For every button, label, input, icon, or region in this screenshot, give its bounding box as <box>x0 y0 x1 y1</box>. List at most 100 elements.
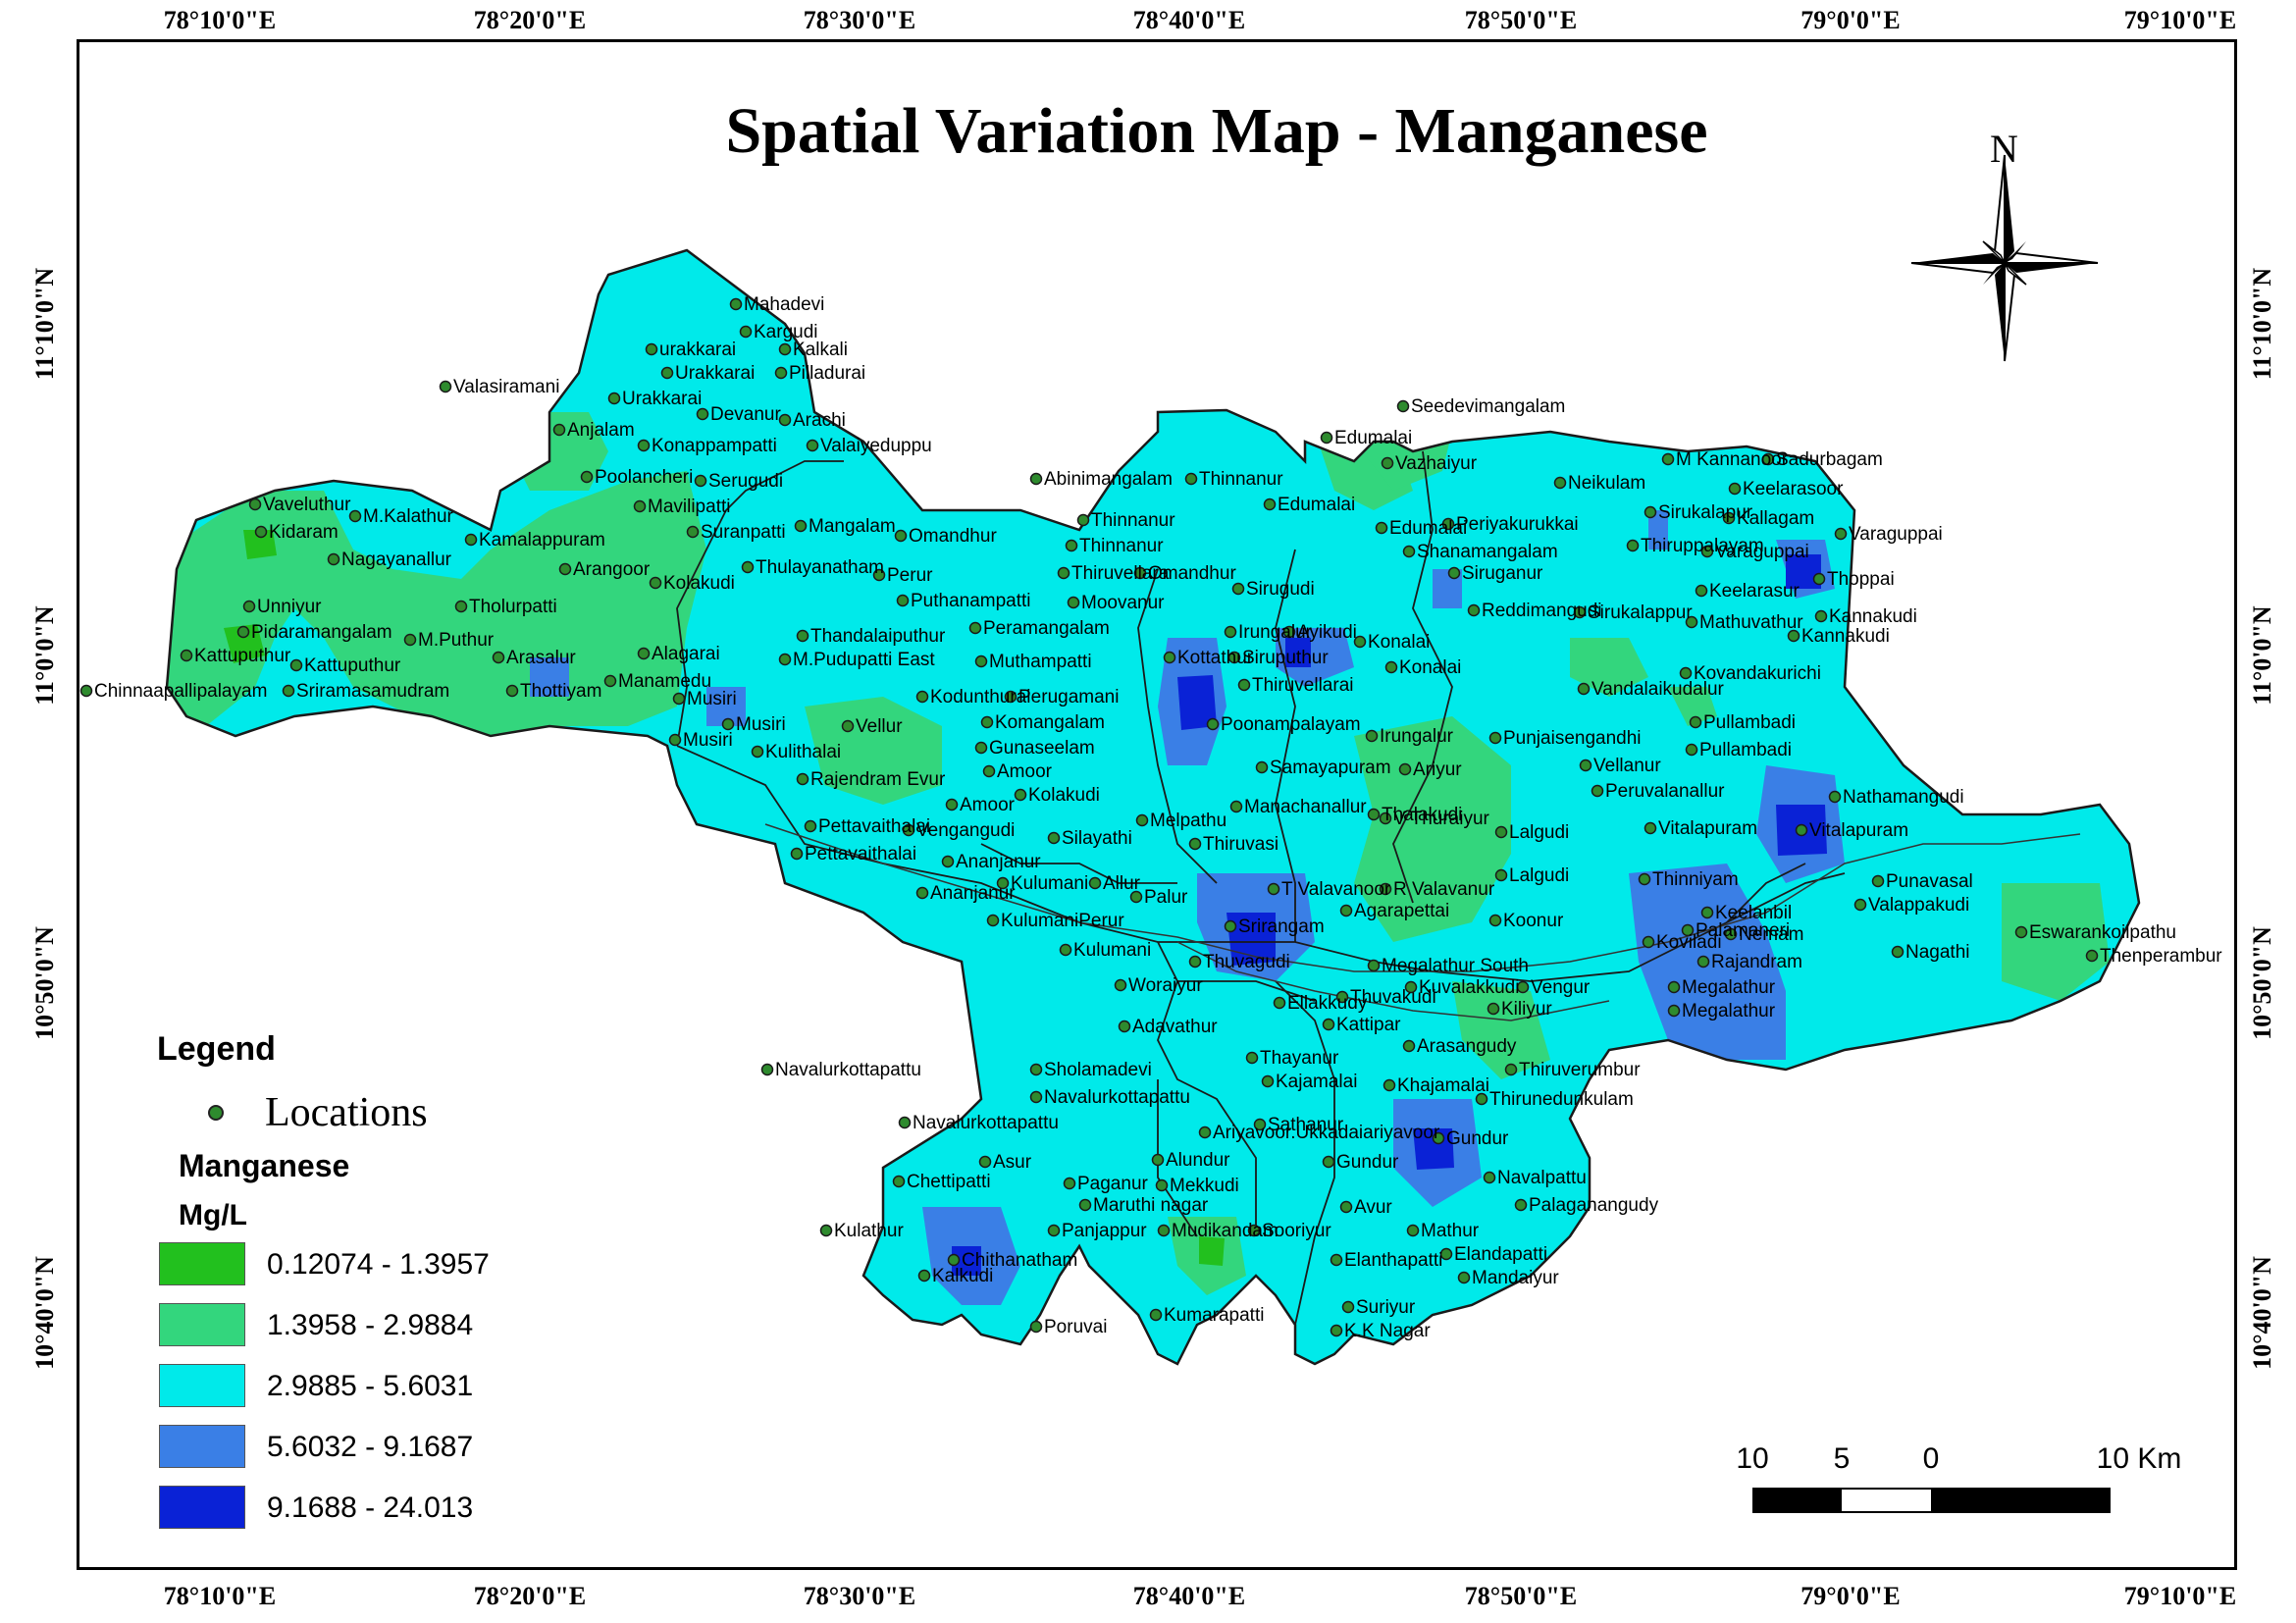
map-title: Spatial Variation Map - Manganese <box>725 95 1708 167</box>
place-label: Lalgudi <box>1509 865 1569 886</box>
lon-label-top: 78°10'0"E <box>163 6 277 34</box>
location-point <box>1695 584 1708 598</box>
lon-label-bottom: 79°0'0"E <box>1800 1582 1901 1610</box>
place-label: Pullambadi <box>1699 740 1792 760</box>
scale-label: 0 <box>1922 1442 1940 1475</box>
place-label: Suriyur <box>1356 1297 1416 1318</box>
place-label: Varaguppai <box>1715 542 1809 562</box>
location-point <box>980 715 994 729</box>
legend-swatch-class-2 <box>159 1303 245 1346</box>
place-label: Pullambadi <box>1703 712 1796 733</box>
place-label: Kolakudi <box>1028 785 1100 806</box>
place-label: Koonur <box>1503 911 1564 931</box>
legend-variable: Manganese <box>179 1148 350 1183</box>
location-point <box>1447 566 1461 580</box>
place-label: Navalurkottapattu <box>1044 1087 1190 1108</box>
place-label: Keelarasur <box>1709 581 1800 602</box>
legend-swatch-class-5 <box>159 1486 245 1529</box>
location-point <box>242 600 256 613</box>
location-point <box>1761 452 1775 466</box>
lon-label-bottom: 78°40'0"E <box>1132 1582 1246 1610</box>
place-label: Nemam <box>1739 924 1804 945</box>
place-label: Poonampalayam <box>1221 714 1361 735</box>
location-point <box>1787 629 1800 643</box>
place-label: Thiruppalayam <box>1641 536 1764 556</box>
place-label: Mekkudi <box>1170 1176 1239 1196</box>
location-point <box>236 625 250 639</box>
location-point <box>1700 545 1714 558</box>
location-point <box>978 1155 992 1169</box>
location-point <box>1494 825 1508 839</box>
place-label: Ellakkudy <box>1287 993 1368 1014</box>
location-point <box>327 552 340 566</box>
place-label: Vitalapuram <box>1809 820 1908 841</box>
location-point <box>841 719 855 733</box>
location-point <box>464 533 478 547</box>
place-label: Kalkudi <box>932 1266 993 1286</box>
location-point <box>1163 651 1176 664</box>
place-label: Alundur <box>1166 1150 1230 1171</box>
place-label: Chettipatti <box>907 1172 991 1192</box>
location-point <box>1184 472 1198 486</box>
place-label: K.K Nagar <box>1344 1321 1431 1341</box>
lon-label-top: 78°30'0"E <box>803 6 916 34</box>
location-point <box>439 380 452 393</box>
place-label: Kulumani <box>1073 940 1151 961</box>
location-point <box>982 764 996 778</box>
location-point <box>552 423 566 437</box>
place-label: Thottiyam <box>520 681 601 702</box>
place-label: Thiruverumbur <box>1519 1060 1641 1080</box>
lon-label-bottom: 78°30'0"E <box>803 1582 916 1610</box>
place-label: Vengur <box>1531 977 1591 998</box>
lon-label-bottom: 78°50'0"E <box>1464 1582 1578 1610</box>
place-label: Peramangalam <box>983 618 1110 639</box>
place-label: Kalkali <box>793 340 848 360</box>
place-label: Gundur <box>1446 1128 1509 1149</box>
location-point <box>1114 978 1127 992</box>
location-point <box>778 653 792 666</box>
place-label: Ananjanur <box>956 852 1041 872</box>
location-point <box>1432 1131 1445 1145</box>
location-point <box>1059 943 1072 957</box>
location-point <box>1487 1002 1500 1016</box>
location-point <box>1004 690 1018 704</box>
location-point <box>1198 1126 1212 1139</box>
location-point <box>1118 1020 1131 1033</box>
place-label: Kodunthurai <box>930 687 1030 707</box>
place-label: Pettavaithalai <box>818 816 930 837</box>
location-point <box>1149 1308 1163 1322</box>
place-label: Valaiyeduppu <box>820 436 932 456</box>
scale-label: 5 <box>1833 1442 1851 1475</box>
location-point <box>1224 919 1237 933</box>
place-label: Konalai <box>1399 657 1461 678</box>
location-point <box>1057 566 1070 580</box>
place-label: Navalurkottapattu <box>775 1060 921 1080</box>
place-label: Sirukalappur <box>1588 602 1693 623</box>
place-label: Kattuputhur <box>194 646 291 666</box>
location-point <box>806 439 819 452</box>
place-label: Moovanur <box>1081 593 1165 613</box>
lon-label-top: 78°50'0"E <box>1464 6 1578 34</box>
place-label: Kulathur <box>834 1221 904 1241</box>
place-label: Silayathi <box>1062 828 1132 849</box>
place-label: Omandhur <box>909 526 997 547</box>
location-point <box>790 847 804 861</box>
place-label: Nagayanallur <box>341 550 452 570</box>
location-point <box>1231 582 1245 596</box>
legend-title: Legend <box>157 1030 276 1068</box>
location-point <box>1047 1224 1061 1237</box>
location-point <box>2014 925 2028 939</box>
location-point <box>1029 472 1043 486</box>
place-label: Thenperambur <box>2100 946 2222 967</box>
location-point <box>180 649 193 662</box>
legend-label-class-5: 9.1688 - 24.013 <box>267 1492 474 1524</box>
location-point <box>1322 1018 1335 1031</box>
place-label: Lalgudi <box>1509 822 1569 843</box>
place-label: Sathanur <box>1268 1115 1344 1135</box>
location-point <box>1339 1200 1353 1214</box>
location-point <box>1467 603 1481 617</box>
place-label: Keelanbil <box>1715 903 1792 923</box>
place-label: Mavilipatti <box>648 497 730 517</box>
location-point <box>1255 760 1269 774</box>
